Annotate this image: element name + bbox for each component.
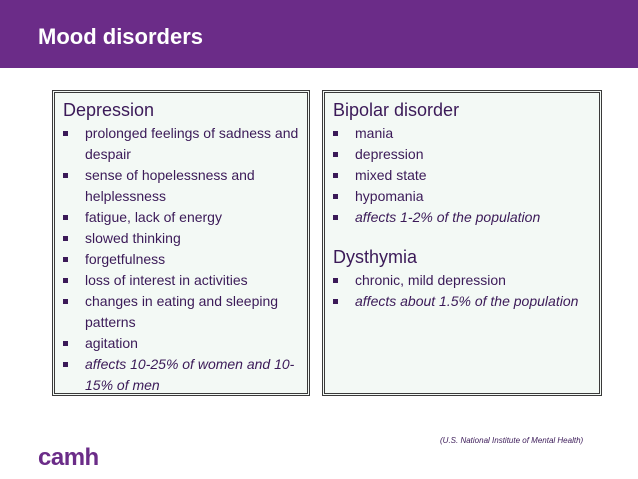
bullet-item: loss of interest in activities (63, 270, 301, 291)
bullet-item: forgetfulness (63, 249, 301, 270)
bullet-item: affects 1-2% of the population (333, 207, 593, 228)
bullet-item: hypomania (333, 186, 593, 207)
bullet-item: slowed thinking (63, 228, 301, 249)
section-heading: Depression (63, 100, 155, 120)
bullet-list: prolonged feelings of sadness and despai… (55, 123, 307, 396)
logo: camh (38, 444, 99, 471)
bullet-item: fatigue, lack of energy (63, 207, 301, 228)
bullet-item: agitation (63, 333, 301, 354)
bullet-item: depression (333, 144, 593, 165)
bullet-item: prolonged feelings of sadness and despai… (63, 123, 301, 165)
bullet-item: affects about 1.5% of the population (333, 291, 593, 312)
bullet-item: changes in eating and sleeping patterns (63, 291, 301, 333)
bullet-item: mania (333, 123, 593, 144)
bullet-item: chronic, mild depression (333, 270, 593, 291)
section-heading: Dysthymia (333, 247, 418, 267)
header-bar: Mood disorders (0, 0, 638, 68)
section-heading: Bipolar disorder (333, 100, 460, 120)
bullet-item: affects 10-25% of women and 10-15% of me… (63, 354, 301, 396)
bullet-list: chronic, mild depression affects about 1.… (325, 270, 599, 312)
section: Dysthymia chronic, mild depression affects… (325, 244, 599, 312)
bullet-list: mania depression mixed state hypomania affec… (325, 123, 599, 228)
bullet-item: mixed state (333, 165, 593, 186)
slide-title: Mood disorders (38, 24, 204, 49)
content-box: Bipolar disorder mania depression mixed sta… (322, 90, 602, 396)
citation: (U.S. National Institute of Mental Healt… (440, 436, 584, 445)
bullet-item: sense of hopelessness and helplessness (63, 165, 301, 207)
content-box: Depression prolonged feelings of sadness … (52, 90, 310, 396)
section: Depression prolonged feelings of sadness … (55, 97, 307, 396)
section: Bipolar disorder mania depression mixed sta… (325, 97, 599, 228)
